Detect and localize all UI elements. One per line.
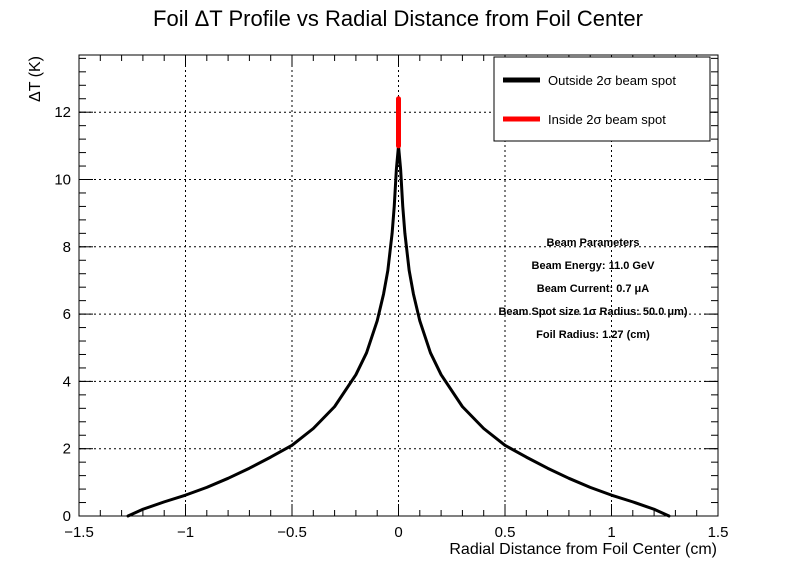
legend: Outside 2σ beam spot Inside 2σ beam spot	[493, 56, 711, 142]
annotation-line-spot-size: Beam Spot size 1σ Radius: 50.0 μm)	[498, 306, 687, 318]
y-axis-label: ΔT (K)	[27, 56, 44, 102]
x-axis-label: Radial Distance from Foil Center (cm)	[449, 541, 717, 558]
y-tick-label: 8	[63, 239, 71, 256]
x-tick-label: 1.5	[708, 524, 729, 541]
annotation-line-foil-radius: Foil Radius: 1.27 (cm)	[536, 329, 650, 341]
y-tick-label: 0	[63, 508, 71, 525]
legend-label-inside: Inside 2σ beam spot	[548, 112, 666, 127]
legend-box	[493, 56, 711, 142]
annotation-line-energy: Beam Energy: 11.0 GeV	[532, 260, 656, 272]
plot-frame	[78, 54, 719, 517]
annotation-heading: Beam Parameters	[547, 237, 640, 249]
series-lines	[126, 96, 671, 518]
x-tick-label: 0	[394, 524, 402, 541]
x-tick-label: 1	[607, 524, 615, 541]
y-tick-label: 4	[63, 373, 71, 390]
y-tick-label: 12	[54, 104, 71, 121]
x-tick-label: −1	[177, 524, 194, 541]
y-tick-label: 10	[54, 172, 71, 189]
x-tick-label: −1.5	[64, 524, 94, 541]
annotation-line-current: Beam Current: 0.7 μA	[537, 283, 650, 295]
x-tick-label: 0.5	[495, 524, 516, 541]
y-tick-label: 6	[63, 306, 71, 323]
y-tick-label: 2	[63, 441, 71, 458]
legend-label-outside: Outside 2σ beam spot	[548, 73, 676, 88]
chart-title: Foil ΔT Profile vs Radial Distance from …	[153, 6, 643, 31]
beam-parameters-annotation: Beam Parameters Beam Energy: 11.0 GeV Be…	[498, 237, 687, 341]
x-tick-label: −0.5	[277, 524, 307, 541]
